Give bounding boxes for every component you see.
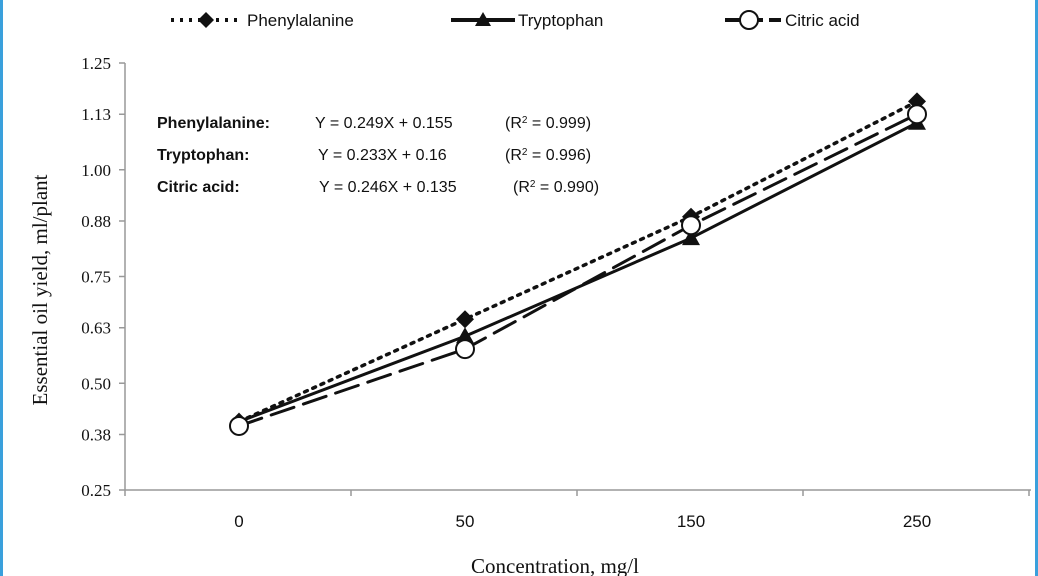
y-tick-label: 1.00: [81, 161, 111, 180]
annotation-equation: Y = 0.249X + 0.155: [315, 115, 453, 132]
y-tick-label: 0.50: [81, 374, 111, 393]
data-point: [456, 327, 474, 344]
data-point: [456, 310, 474, 329]
y-tick-label: 0.88: [81, 212, 111, 231]
regression-annotations: Phenylalanine: Y = 0.249X + 0.155 (R2 = …: [157, 115, 599, 197]
data-point: [907, 104, 927, 125]
x-tick-label: 250: [903, 512, 931, 531]
annotation-name: Citric acid:: [157, 179, 240, 196]
annotation-name: Tryptophan:: [157, 147, 249, 164]
legend-item-citric-acid: Citric acid: [725, 10, 860, 30]
y-axis-label: Essential oil yield, ml/plant: [28, 174, 52, 405]
series-citric-acid: [229, 104, 927, 436]
y-tick-label: 0.25: [81, 481, 111, 500]
legend-marker-triangle: [475, 12, 491, 26]
annotation-r2: (R2 = 0.996): [505, 147, 591, 165]
data-point: [229, 415, 249, 436]
x-axis-label: Concentration, mg/l: [471, 554, 639, 576]
annotation-name: Phenylalanine:: [157, 115, 270, 132]
legend-marker-open-circle: [739, 10, 759, 30]
annotation-equation: Y = 0.233X + 0.16: [318, 147, 447, 164]
annotation-r2: (R2 = 0.990): [513, 179, 599, 197]
annotation-r2: (R2 = 0.999): [505, 115, 591, 133]
annotation-citric-acid: Citric acid: Y = 0.246X + 0.135 (R2 = 0.…: [157, 179, 599, 197]
legend-item-phenylalanine: Phenylalanine: [171, 11, 354, 30]
legend-item-tryptophan: Tryptophan: [451, 11, 603, 30]
data-point: [455, 339, 475, 360]
series-line: [237, 99, 919, 424]
y-tick-label: 0.75: [81, 268, 111, 287]
legend: Phenylalanine Tryptophan Citric acid: [171, 10, 860, 30]
legend-marker-diamond: [198, 12, 214, 28]
x-tick-label: 150: [677, 512, 705, 531]
annotation-phenylalanine: Phenylalanine: Y = 0.249X + 0.155 (R2 = …: [157, 115, 591, 133]
data-point: [681, 215, 701, 236]
legend-label-phenylalanine: Phenylalanine: [247, 11, 354, 30]
y-tick-label: 1.13: [81, 105, 111, 124]
data-point: [682, 229, 700, 246]
legend-label-citric-acid: Citric acid: [785, 11, 860, 30]
annotation-tryptophan: Tryptophan: Y = 0.233X + 0.16 (R2 = 0.99…: [157, 147, 591, 165]
legend-label-tryptophan: Tryptophan: [518, 11, 603, 30]
series-line: [237, 112, 919, 428]
y-tick-label: 0.38: [81, 425, 111, 444]
annotation-equation: Y = 0.246X + 0.135: [319, 179, 457, 196]
series-phenylalanine: [230, 92, 926, 431]
x-tick-label: 50: [456, 512, 475, 531]
line-chart: Phenylalanine Tryptophan Citric acid 0.2…: [28, 10, 1031, 576]
y-tick-label: 1.25: [81, 54, 111, 73]
series-line: [237, 121, 919, 424]
y-tick-label: 0.63: [81, 319, 111, 338]
x-tick-label: 0: [234, 512, 243, 531]
